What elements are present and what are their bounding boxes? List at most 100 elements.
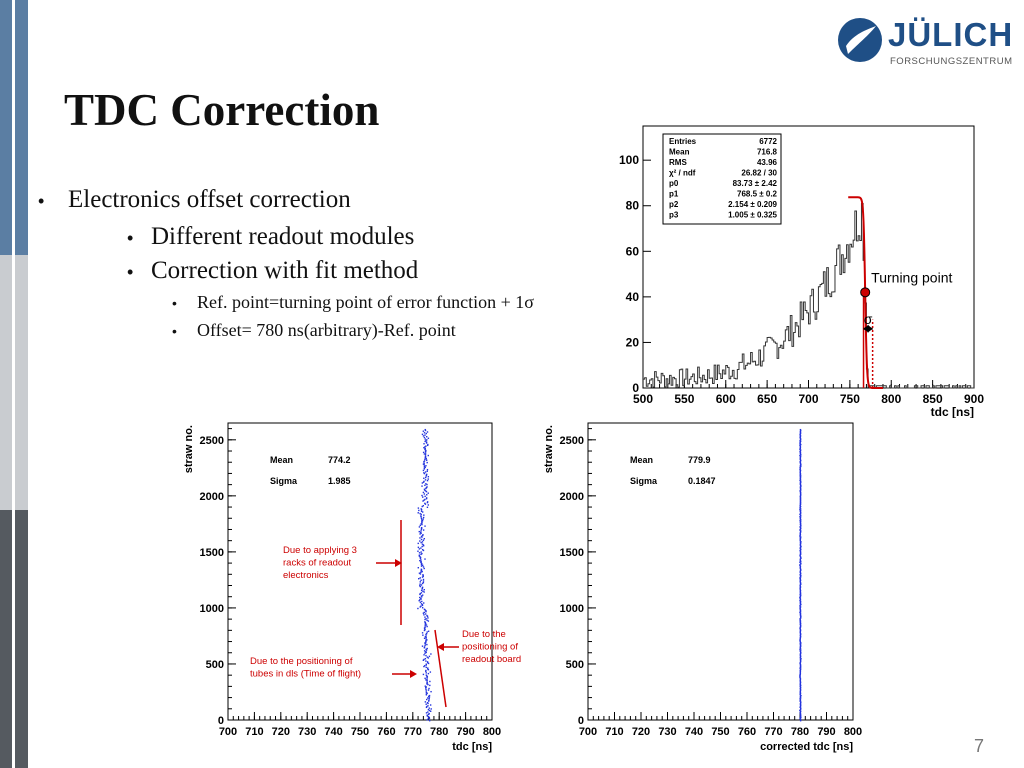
bullet-text: Electronics offset correction	[68, 186, 351, 213]
scatter-point	[421, 485, 423, 487]
scatter-point	[799, 698, 802, 701]
scatter-point	[799, 461, 802, 464]
scatter-point	[420, 568, 423, 570]
scatter-point	[799, 433, 801, 436]
scatter-point	[418, 530, 420, 533]
scatter-point	[799, 624, 802, 626]
scatter-point	[420, 592, 423, 594]
stats-key: RMS	[669, 158, 687, 167]
scatter-point	[800, 556, 802, 559]
scatter-point	[425, 632, 428, 635]
scatter-point	[425, 624, 428, 626]
scatter-point	[424, 458, 426, 461]
scatter-point	[423, 646, 426, 648]
scatter-point	[799, 714, 802, 716]
scatter-point	[799, 718, 802, 720]
scatter-point	[799, 570, 802, 572]
scatter-point	[420, 563, 423, 566]
scatter-point	[799, 660, 802, 662]
scatter-point	[423, 453, 426, 455]
scatter-point	[799, 622, 802, 625]
scatter-point	[427, 476, 430, 478]
bullet-marker: •	[127, 227, 134, 248]
stats-value: 83.73 ± 2.42	[733, 179, 778, 188]
scatter-point	[799, 552, 802, 554]
scatter-point	[422, 612, 425, 614]
scatter-point	[427, 657, 430, 659]
scatter-point	[422, 574, 424, 576]
scatter-point	[426, 501, 429, 504]
scatter-point	[420, 523, 422, 525]
scatter-point	[423, 467, 426, 469]
scatter-point	[422, 590, 424, 592]
scatter-point	[799, 563, 801, 566]
scatter-point	[800, 489, 802, 491]
scatter-point	[799, 610, 802, 613]
scatter-point	[429, 684, 431, 687]
scatter-point	[799, 499, 802, 501]
scatter-point	[799, 570, 801, 573]
scatter-point	[423, 654, 425, 656]
scatter-point	[800, 560, 802, 563]
scatter-point	[422, 500, 424, 502]
scatter-point	[421, 586, 424, 589]
scatter-point	[800, 527, 802, 530]
scatter-point	[799, 544, 802, 546]
scatter-point	[799, 552, 802, 555]
scatter-point	[423, 514, 425, 516]
scatter-point	[799, 587, 801, 589]
scatter-point	[424, 440, 426, 443]
scatter-point	[799, 618, 801, 620]
scatter-point	[427, 709, 430, 711]
x-axis-label: tdc [ns]	[452, 741, 492, 753]
scatter-point	[426, 719, 428, 721]
scatter-point	[800, 574, 802, 577]
scatter-point	[424, 438, 426, 440]
scatter-point	[799, 437, 802, 439]
x-tick-label: 740	[685, 726, 703, 738]
scatter-point	[799, 612, 802, 614]
scatter-point	[425, 693, 428, 695]
scatter-point	[799, 472, 802, 475]
scatter-point	[419, 593, 421, 596]
scatter-point	[799, 670, 802, 672]
scatter-point	[799, 531, 802, 534]
scatter-point	[799, 585, 802, 588]
scatter-point	[799, 442, 801, 444]
scatter-point	[799, 654, 802, 657]
scatter-point	[425, 638, 427, 640]
scatter-point	[799, 691, 801, 694]
scatter-point	[799, 562, 802, 564]
bullet-text: Different readout modules	[151, 223, 415, 250]
scatter-point	[799, 717, 801, 720]
scatter-point	[422, 544, 425, 546]
scatter-point	[799, 493, 802, 495]
scatter-point	[800, 464, 802, 466]
scatter-point	[421, 607, 424, 609]
scatter-point	[422, 539, 425, 541]
scatter-point	[799, 435, 802, 437]
scatter-point	[419, 581, 421, 583]
scatter-point	[421, 519, 424, 522]
scatter-point	[423, 588, 425, 591]
scatter-point	[424, 457, 426, 459]
scatter-point	[799, 441, 801, 443]
y-tick-label: 60	[626, 244, 640, 258]
bullet-item: • Ref. point=turning point of error func…	[172, 292, 534, 313]
annotation-line: Due to the	[462, 629, 506, 640]
scatter-point	[419, 557, 422, 560]
scatter-point	[799, 677, 802, 680]
scatter-point	[420, 535, 423, 538]
scatter-point	[423, 464, 426, 466]
scatter-point	[421, 604, 424, 607]
bullet-marker: •	[38, 190, 45, 211]
scatter-point	[799, 679, 801, 682]
scatter-point	[420, 519, 423, 521]
scatter-point	[428, 712, 430, 715]
scatter-point	[423, 602, 425, 604]
scatter-point	[418, 552, 421, 554]
scatter-point	[799, 663, 802, 665]
scatter-point	[427, 683, 429, 686]
scatter-point	[800, 454, 802, 456]
scatter-point	[420, 605, 422, 607]
